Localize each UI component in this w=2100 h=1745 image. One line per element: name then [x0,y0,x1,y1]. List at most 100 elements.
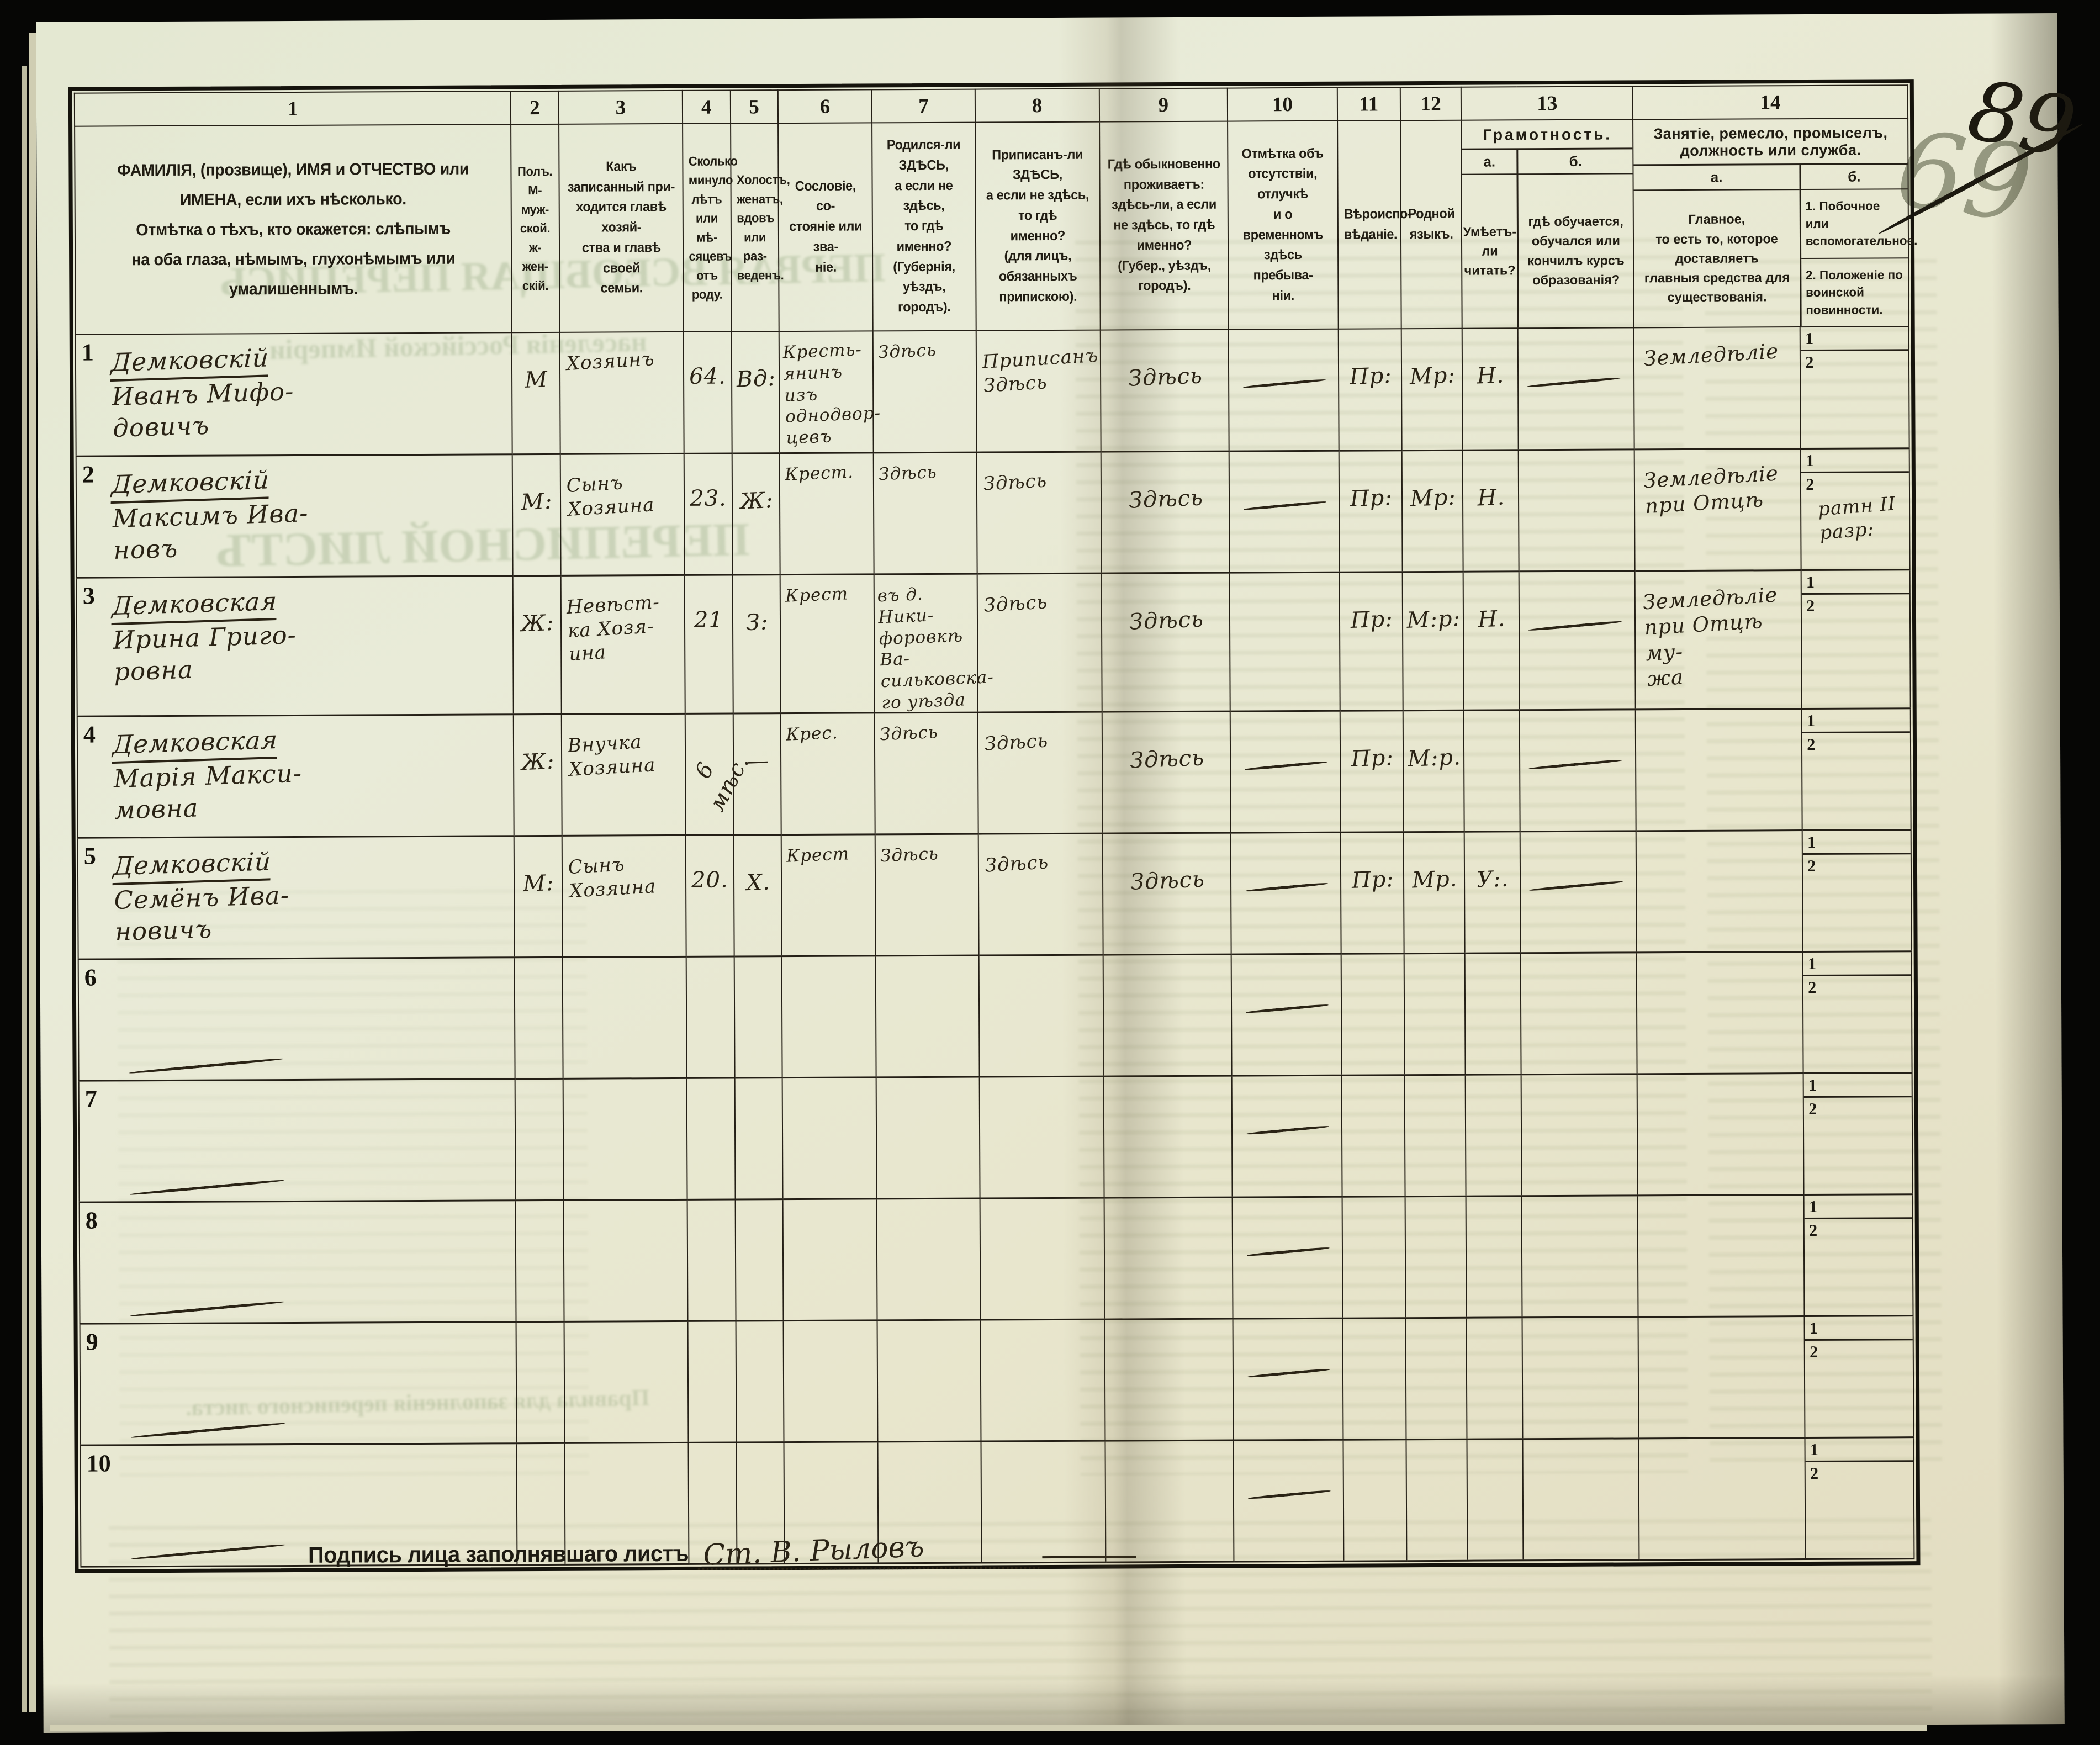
cell-literacy-b [1517,327,1635,450]
cell-estate: Кресть- янинъ изъ однодвор- цевъ [779,331,881,453]
cell-age [686,1077,736,1200]
cell-relation [563,1199,688,1322]
cell-estate: Крест. [779,452,874,575]
cell-religion [1342,1318,1406,1440]
occupation-b-label: б. [1801,165,1908,191]
cell-language [1405,1318,1467,1440]
cell-marital: Х. [733,834,782,957]
cell-religion [1342,1196,1406,1319]
cell-marital: Вд: [731,331,780,453]
cell-born: Здѣсь [873,452,977,574]
cell-occupation-a [1637,951,1803,1074]
cell-relation [562,956,687,1079]
cell-occupation-a [1638,1316,1805,1439]
page-stack-edge [29,33,36,1712]
empty-row-dash [130,1300,285,1318]
cell-literacy-b [1522,1316,1639,1439]
census-table-frame: 1 2 3 4 5 6 7 8 9 10 11 12 13 14 ФАМИЛІЯ… [68,79,1921,1573]
cell-occupation-b: 1 2 ратн II разр: [1800,448,1910,570]
age-value [689,1443,736,1473]
cell-age [686,956,735,1078]
occupation-b-sub2: 2 [1809,1221,1818,1240]
cell-occupation-a: Земледѣліе при Отцѣ му- жа [1635,570,1802,710]
occupation-b-sub2: 2 [1810,1464,1819,1483]
cell-estate: Крес. [780,712,875,835]
cell-language: М:р: [1402,571,1464,711]
cell-marital [734,1077,783,1199]
cell-absence [1231,954,1342,1076]
age-value [688,1201,734,1231]
cell-religion: Пр: [1339,572,1403,711]
literacy-dash [1529,880,1623,892]
cell-age: 64. [684,331,732,453]
col-num-1: 1 [74,91,511,126]
cell-relation: Невѣст- ка Хозя- ина [560,574,686,715]
cell-language [1404,1075,1467,1197]
cell-age: 23. [684,453,733,575]
col-header-estate: Сословіе, со- стояніе или зва- ніе. [777,123,874,332]
cell-name: 2 Демковскій Максимъ Ива- новъ [76,454,514,578]
census-table: 1 2 3 4 5 6 7 8 9 10 11 12 13 14 ФАМИЛІЯ… [74,84,1917,1567]
column-header-row: ФАМИЛІЯ, (прозвище), ИМЯ и ОТЧЕСТВО или … [75,118,1917,335]
cell-sex: М: [512,453,561,576]
cell-literacy-a [1465,953,1521,1075]
cell-estate [783,1320,878,1442]
literacy-a-label: а. [1462,150,1517,175]
cell-literacy-a: Н. [1463,571,1520,711]
table-row: 1 Демковскій Иванъ Мифо- довичъ М Хозяинъ 64… [75,326,1909,456]
age-value: 21 [694,607,723,633]
occupation-b-sub2: 2 [1807,735,1816,754]
cell-religion: Пр: [1340,832,1404,954]
occupation-b-sub1: 1 [1801,570,1909,595]
cell-age [687,1199,736,1321]
cell-estate: Крест [780,574,875,713]
occupation-b-sub2: 2 ратн II разр: [1806,475,1897,544]
cell-born: Здѣсь [875,834,979,956]
cell-absence [1233,1318,1343,1441]
age-value: 23. [690,485,727,511]
book-fold [1057,17,1187,1728]
table-row: 4 Демковская Марія Макси- мовна Ж: Внучка Х… [77,708,1911,838]
cell-absence [1228,329,1339,451]
cell-marital: Ж: [732,453,780,575]
cell-occupation-a [1637,1073,1804,1196]
absence-dash [1245,760,1328,771]
cell-absence [1229,572,1340,712]
cell-relation [563,1078,687,1201]
col-num-6: 6 [777,89,872,124]
cell-sex: Ж: [513,575,562,715]
col-num-4: 4 [683,90,731,124]
col-num-5: 5 [730,90,778,124]
literacy-dash [1527,620,1622,632]
given-name-handwriting: Семёнъ Ива- новичъ [113,880,290,946]
cell-occupation-a: Земледѣліе при Отцѣ [1634,448,1801,571]
age-value [687,958,733,988]
cell-estate: Крест [781,834,876,956]
col-header-language: Родной языкъ. [1400,120,1463,329]
bottom-shadow [43,1674,2065,1733]
literacy-title: Грамотность. [1462,120,1633,150]
cell-name: 7 [78,1078,516,1203]
col-header-religion: Вѣроиспо- вѣданіе. [1337,120,1411,329]
cell-religion: Пр: [1338,329,1402,451]
cell-absence [1229,450,1340,573]
age-value [689,1321,735,1352]
empty-row-dash [131,1543,285,1561]
absence-dash [1247,1368,1331,1378]
age-value: 20. [691,867,728,893]
table-row: 2 Демковскій Максимъ Ива- новъ М: Сынъ Хозя… [76,448,1910,578]
signature-label: Подпись лица заполнявшаго листъ [308,1540,689,1568]
occupation-b-sub2: 2 [1807,856,1816,876]
cell-sex: М: [514,836,563,958]
cell-estate [781,955,876,1078]
cell-relation: Внучка Хозяина [561,713,686,836]
surname-handwriting: Демковскій [110,464,270,504]
col-header-sex: Полъ. М-муж- ской. ж-жен- скій. [511,124,560,333]
col-num-3: 3 [558,90,683,124]
cell-absence [1230,832,1341,955]
surname-handwriting: Демковскій [110,342,270,382]
